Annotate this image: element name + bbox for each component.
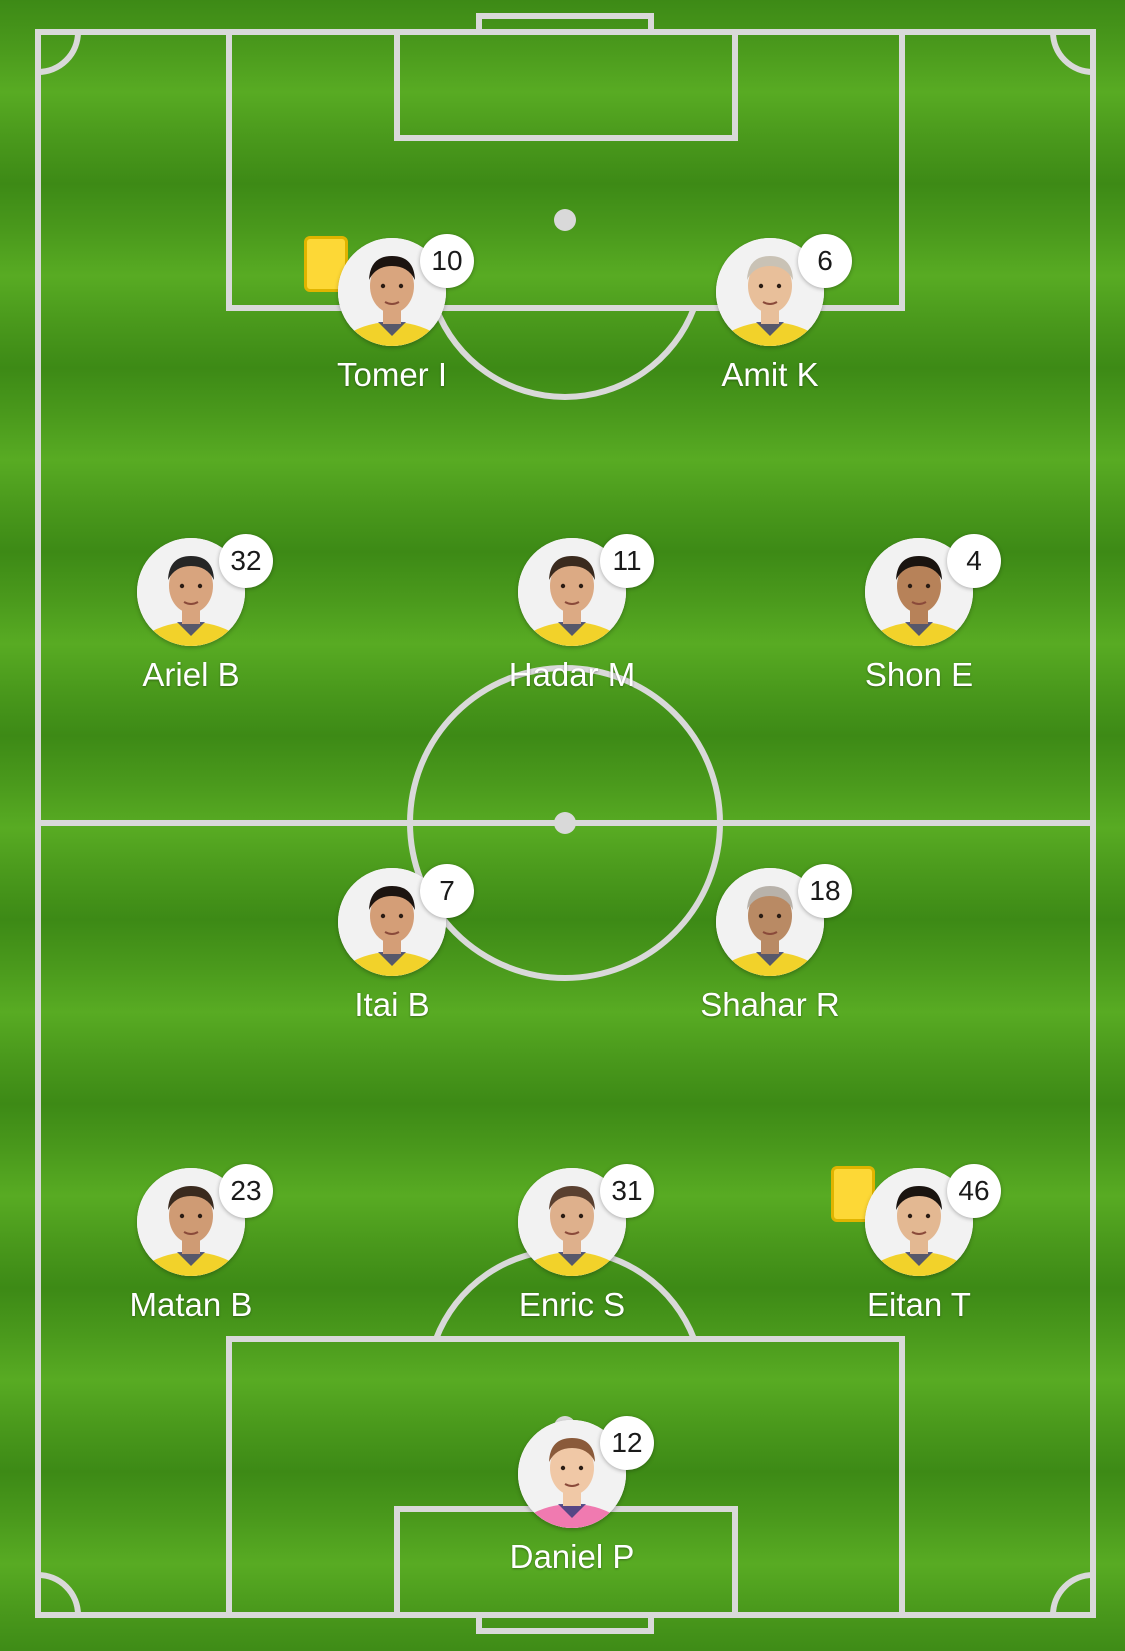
player-avatar-wrap: 11 [518, 534, 654, 646]
player-name: Eitan T [867, 1286, 971, 1323]
shirt-number-badge: 46 [947, 1164, 1001, 1218]
player-face-icon [518, 1168, 626, 1276]
player-avatar-wrap: 18 [716, 864, 852, 976]
player-avatar-wrap: 4 [865, 534, 1001, 646]
player-name: Shon E [864, 656, 974, 693]
player-photo [137, 538, 245, 646]
shirt-number-badge: 10 [420, 234, 474, 288]
shirt-number-badge: 32 [219, 534, 273, 588]
player-avatar-wrap: 32 [137, 534, 273, 646]
shirt-number-badge: 23 [219, 1164, 273, 1218]
player-name: Tomer I [336, 356, 448, 393]
player-photo [338, 238, 446, 346]
shirt-number-badge: 31 [600, 1164, 654, 1218]
player-avatar-wrap: 23 [137, 1164, 273, 1276]
player-name: Hadar M [508, 656, 636, 693]
player-name: Daniel P [509, 1538, 635, 1575]
shirt-number-badge: 11 [600, 534, 654, 588]
shirt-number-badge: 4 [947, 534, 1001, 588]
player-avatar-wrap: 6 [716, 234, 852, 346]
player-name: Enric S [518, 1286, 626, 1323]
shirt-number-badge: 6 [798, 234, 852, 288]
shirt-number-badge: 12 [600, 1416, 654, 1470]
player-name: Ariel B [142, 656, 240, 693]
player-avatar-wrap: 46 [831, 1164, 1001, 1276]
player-name: Shahar R [700, 986, 840, 1023]
shirt-number-badge: 18 [798, 864, 852, 918]
player-name: Amit K [721, 356, 819, 393]
player-face-icon [137, 538, 245, 646]
player-name: Itai B [354, 986, 430, 1023]
player-avatar-wrap: 7 [338, 864, 474, 976]
shirt-number-badge: 7 [420, 864, 474, 918]
player-avatar-wrap: 12 [518, 1416, 654, 1528]
player-avatar-wrap: 31 [518, 1164, 654, 1276]
player-name: Matan B [129, 1286, 253, 1323]
player-photo [518, 1420, 626, 1528]
player-avatar-wrap: 10 [304, 234, 474, 346]
